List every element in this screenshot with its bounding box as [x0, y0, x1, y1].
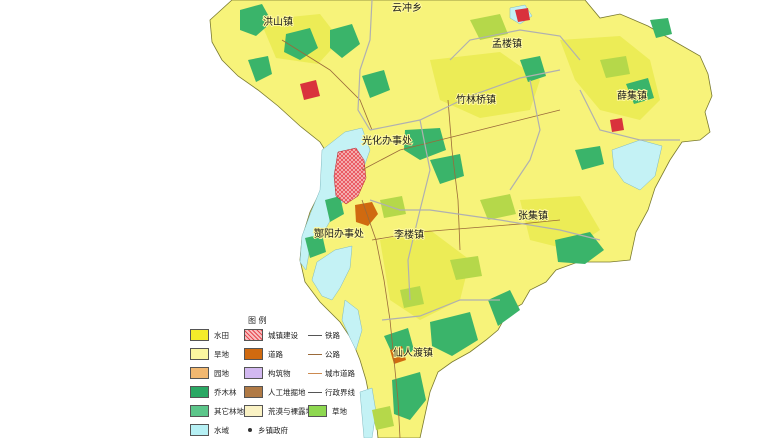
town-label-xianren: 仙人渡镇 [393, 346, 433, 359]
legend-item: 行政界线 [308, 385, 355, 399]
legend-label: 乔木林 [214, 387, 237, 397]
legend-title: 图 例 [248, 316, 267, 325]
legend-item: 乔木林 [190, 385, 237, 399]
legend-line-symbol [308, 334, 322, 336]
legend-swatch [244, 329, 263, 341]
town-label-yunchong: 云冲乡 [392, 1, 422, 14]
town-label-fanyang: 酂阳办事处 [314, 227, 364, 240]
legend-swatch [244, 386, 263, 398]
town-labels: 洪山镇 云冲乡 孟楼镇 竹林桥镇 薛集镇 光化办事处 张集镇 李楼镇 酂阳办事处… [262, 0, 648, 360]
legend-swatch [190, 386, 209, 398]
legend-label: 公路 [325, 349, 340, 359]
legend-item: 园地 [190, 366, 229, 380]
forest-areas [240, 4, 672, 420]
legend-dot-symbol [248, 428, 252, 432]
legend-swatch [190, 424, 209, 436]
legend-item: 水域 [190, 423, 229, 437]
legend-swatch [190, 329, 209, 341]
legend-item: 公路 [308, 347, 340, 361]
legend-item: 水田 [190, 328, 229, 342]
legend-label: 乡镇政府 [258, 425, 288, 435]
town-label-xueji: 薛集镇 [617, 89, 647, 102]
legend-line-symbol [308, 372, 322, 374]
legend-item: 城市道路 [308, 366, 355, 380]
legend-item: 草地 [308, 404, 347, 418]
legend-label: 其它林地 [214, 406, 244, 416]
map-legend: 图 例 水田 城镇建设 铁路旱地 道路 公路园地 构筑物 城市道路乔木林 人工堆掘地 行政界线其… [186, 313, 416, 438]
town-label-hongshan: 洪山镇 [263, 15, 293, 28]
legend-item: 城镇建设 [244, 328, 298, 342]
town-label-menglou: 孟楼镇 [492, 37, 522, 50]
legend-label: 行政界线 [325, 387, 355, 397]
urban-areas [300, 8, 624, 364]
road-network [281, 39, 561, 438]
legend-line-symbol [308, 391, 322, 393]
legend-label: 城镇建设 [268, 330, 298, 340]
legend-label: 旱地 [214, 349, 229, 359]
legend-swatch [190, 348, 209, 360]
legend-item: 道路 [244, 347, 283, 361]
legend-swatch [190, 405, 209, 417]
town-label-guanghua: 光化办事处 [362, 134, 412, 147]
legend-label: 人工堆掘地 [268, 387, 306, 397]
legend-label: 草地 [332, 406, 347, 416]
legend-item: 构筑物 [244, 366, 291, 380]
legend-label: 水田 [214, 330, 229, 340]
legend-label: 构筑物 [268, 368, 291, 378]
administrative-boundaries [357, 0, 680, 321]
legend-swatch [308, 405, 327, 417]
legend-swatch [244, 348, 263, 360]
orchard-areas [372, 14, 630, 430]
legend-item: 其它林地 [190, 404, 244, 418]
legend-label: 荒漠与裸露地表 [268, 406, 321, 416]
legend-label: 道路 [268, 349, 283, 359]
town-label-zhulinqiao: 竹林桥镇 [456, 93, 496, 106]
legend-label: 水域 [214, 425, 229, 435]
legend-item: 乡镇政府 [244, 423, 288, 437]
legend-item: 荒漠与裸露地表 [244, 404, 321, 418]
town-label-lilou: 李楼镇 [394, 228, 424, 241]
legend-item: 旱地 [190, 347, 229, 361]
legend-label: 城市道路 [325, 368, 355, 378]
town-label-zhangji: 张集镇 [518, 209, 548, 222]
legend-item: 铁路 [308, 328, 340, 342]
legend-item: 人工堆掘地 [244, 385, 306, 399]
legend-label: 园地 [214, 368, 229, 378]
legend-line-symbol [308, 353, 322, 355]
legend-label: 铁路 [325, 330, 340, 340]
legend-swatch [190, 367, 209, 379]
legend-swatch [244, 367, 263, 379]
legend-swatch [244, 405, 263, 417]
